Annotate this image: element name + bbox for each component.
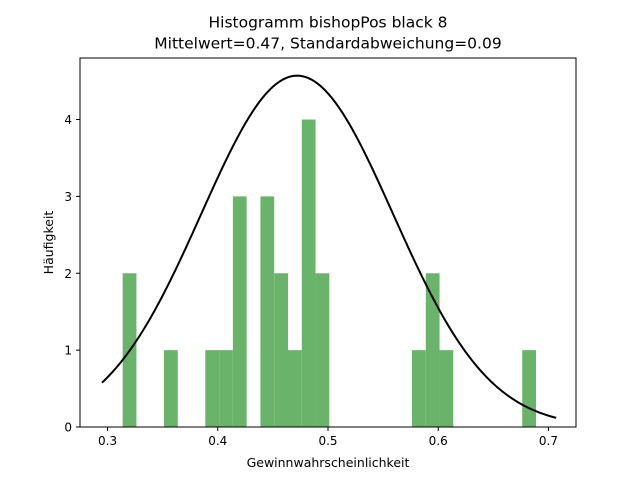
x-tick-label-4: 0.7	[539, 434, 558, 448]
histogram-bar-5	[260, 196, 275, 428]
x-tick-label-1: 0.4	[208, 434, 227, 448]
histogram-bar-11	[425, 273, 440, 427]
y-axis-label: Häufigkeit	[41, 211, 56, 275]
histogram-bar-6	[274, 273, 288, 427]
x-tick-label-0: 0.3	[98, 434, 117, 448]
histogram-bars	[122, 119, 536, 428]
histogram-bar-8	[301, 119, 316, 427]
chart-title: Histogramm bishopPos black 8	[208, 14, 447, 32]
x-axis-ticks: 0.3 0.4 0.5 0.6 0.7	[98, 427, 558, 448]
x-tick-label-2: 0.5	[318, 434, 337, 448]
histogram-bar-12	[439, 350, 454, 428]
histogram-bar-4	[232, 196, 247, 428]
histogram-bar-2	[205, 350, 220, 428]
histogram-bar-7	[287, 350, 302, 428]
histogram-bar-9	[315, 273, 330, 427]
y-axis-ticks: 0 1 2 3 4	[64, 113, 80, 435]
histogram-bar-13	[522, 350, 536, 428]
normal-distribution-curve	[101, 74, 557, 419]
y-tick-label-1: 1	[64, 344, 72, 358]
y-tick-label-2: 2	[64, 267, 72, 281]
y-tick-label-3: 3	[64, 190, 72, 204]
y-tick-label-0: 0	[64, 421, 72, 435]
x-axis-label: Gewinnwahrscheinlichkeit	[247, 455, 410, 470]
histogram-bar-3	[219, 350, 233, 428]
chart-subtitle: Mittelwert=0.47, Standardabweichung=0.09	[154, 35, 501, 53]
x-tick-label-3: 0.6	[429, 434, 448, 448]
y-tick-label-4: 4	[64, 113, 72, 127]
histogram-bar-10	[411, 350, 426, 428]
histogram-bar-1	[163, 350, 178, 428]
